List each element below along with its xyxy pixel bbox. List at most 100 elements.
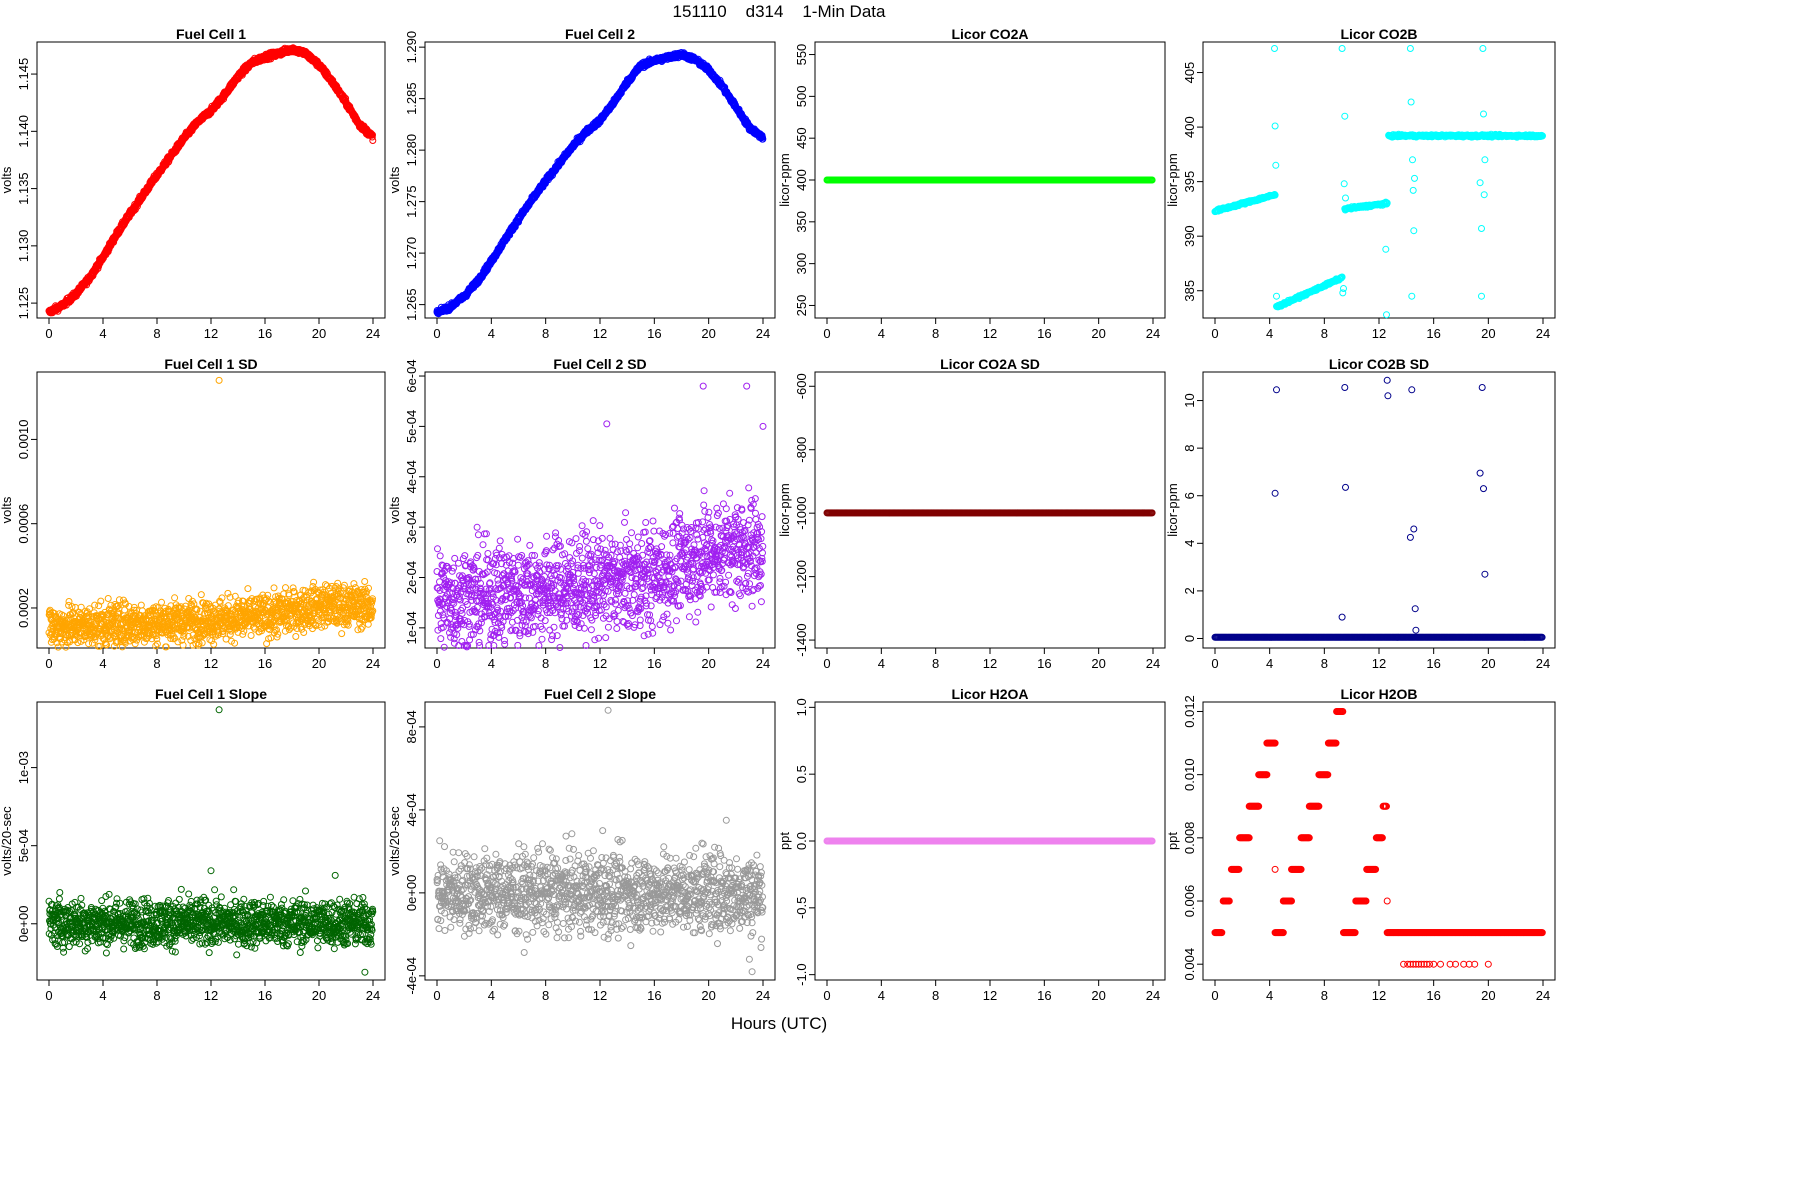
data-point (1340, 180, 1348, 188)
data-point (171, 594, 179, 602)
y-tick-label: 1.285 (404, 82, 419, 115)
x-tick-label: 8 (932, 326, 939, 341)
y-axis-label: licor-ppm (1165, 153, 1180, 206)
data-point (137, 601, 145, 609)
y-axis-label: volts (387, 166, 402, 193)
data-point (1411, 174, 1418, 182)
x-tick-label: 16 (1037, 326, 1051, 341)
x-tick-label: 24 (1146, 326, 1160, 341)
data-point (1272, 161, 1280, 169)
y-tick-label: 1.125 (16, 287, 31, 320)
x-tick-label: 8 (153, 656, 160, 671)
x-tick-label: 8 (153, 326, 160, 341)
panel-fc1: Fuel Cell 1 volts 0 4 8 12 16 20 24 1.125 1.130 1.1… (0, 26, 386, 341)
x-tick-label: 0 (1211, 326, 1218, 341)
x-tick-label: 24 (366, 656, 380, 671)
x-tick-label: 16 (258, 656, 272, 671)
x-tick-label: 20 (312, 326, 326, 341)
x-tick-label: 8 (1321, 326, 1328, 341)
x-tick-label: 16 (647, 326, 661, 341)
y-tick-label: 400 (1182, 116, 1197, 138)
x-tick-label: 20 (1091, 326, 1105, 341)
x-tick-label: 12 (983, 326, 997, 341)
data-point (1342, 194, 1349, 202)
y-tick-label: 395 (1182, 171, 1197, 193)
data-point (1481, 156, 1489, 164)
x-tick-label: 4 (1266, 326, 1273, 341)
x-tick-label: 24 (1536, 326, 1550, 341)
data-point (1271, 122, 1279, 130)
panel-title: Fuel Cell 2 (565, 26, 635, 42)
x-tick-label: 20 (1481, 326, 1495, 341)
data-point (1382, 245, 1390, 253)
x-tick-label: 4 (99, 326, 106, 341)
data-point (1410, 227, 1418, 235)
data-point (1480, 110, 1487, 118)
y-axis-label: volts (0, 166, 14, 193)
data-point (1383, 311, 1390, 319)
x-tick-label: 24 (756, 326, 770, 341)
y-tick-label: 1.135 (16, 172, 31, 205)
y-tick-label: 1.140 (16, 115, 31, 148)
y-tick-label: 390 (1182, 225, 1197, 247)
x-tick-label: 12 (204, 326, 218, 341)
y-tick-label: 0.0010 (16, 420, 31, 460)
data-point (1338, 45, 1346, 52)
data-point (1408, 292, 1416, 300)
x-tick-label: 12 (593, 326, 607, 341)
x-tick-label: 4 (488, 326, 495, 341)
x-tick-label: 20 (701, 326, 715, 341)
data-point (158, 598, 165, 606)
x-tick-label: 8 (542, 326, 549, 341)
y-tick-label: 1.275 (404, 185, 419, 218)
data-point (1407, 98, 1415, 106)
y-tick-label: 350 (794, 211, 809, 233)
data-point (1409, 156, 1416, 164)
y-axis-label: licor-ppm (777, 153, 792, 206)
x-tick-label: 4 (99, 656, 106, 671)
y-tick-label: 385 (1182, 280, 1197, 302)
x-tick-label: 12 (1372, 326, 1386, 341)
panel-title: Fuel Cell 1 (176, 26, 246, 42)
data-point (1406, 45, 1414, 52)
x-tick-label: 20 (312, 656, 326, 671)
y-tick-label: 1.290 (404, 31, 419, 64)
y-tick-label: 500 (794, 86, 809, 108)
data-point (1479, 45, 1487, 52)
y-tick-label: 250 (794, 295, 809, 317)
data-point (1480, 191, 1488, 199)
data-point (1478, 225, 1485, 232)
y-tick-label: 1.270 (404, 237, 419, 270)
data-point (1273, 292, 1280, 300)
y-tick-label: 0.0002 (16, 588, 31, 628)
data-point (1478, 292, 1485, 300)
data-point (1271, 45, 1278, 52)
data-point (1476, 179, 1484, 187)
x-tick-label: 4 (878, 326, 885, 341)
x-tick-label: 0 (823, 326, 830, 341)
y-tick-label: 450 (794, 127, 809, 149)
panel-title: Fuel Cell 1 SD (164, 356, 257, 372)
x-tick-label: 24 (366, 326, 380, 341)
data-point (104, 595, 112, 602)
x-tick-label: 0 (433, 326, 440, 341)
y-tick-label: 550 (794, 44, 809, 66)
x-tick-label: 0 (45, 326, 52, 341)
y-axis-label: volts (0, 496, 14, 523)
plot-frame (1202, 41, 1556, 319)
y-tick-label: 300 (794, 253, 809, 275)
y-tick-label: 1.145 (16, 58, 31, 91)
y-tick-label: 405 (1182, 62, 1197, 84)
data-point (1341, 112, 1349, 120)
page-title: 151110 d314 1-Min Data (672, 2, 886, 21)
y-tick-label: 1.130 (16, 230, 31, 263)
y-tick-label: 1.280 (404, 134, 419, 167)
x-tick-label: 16 (258, 326, 272, 341)
panel-title: Licor CO2B (1340, 26, 1417, 42)
x-tick-label: 0 (45, 656, 52, 671)
